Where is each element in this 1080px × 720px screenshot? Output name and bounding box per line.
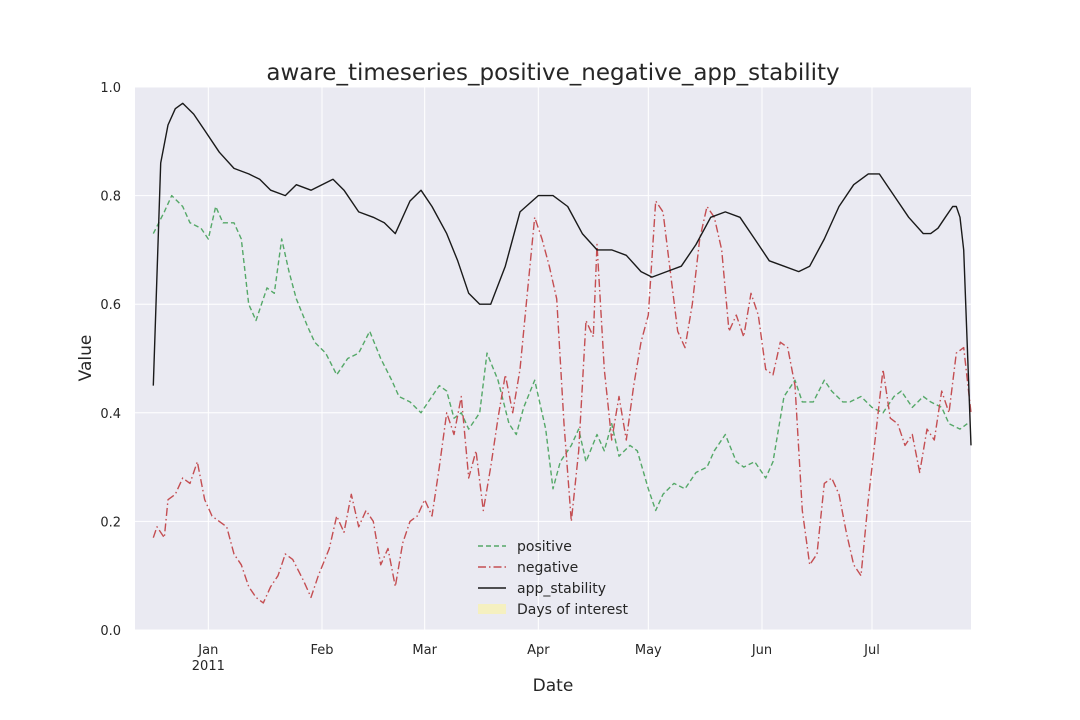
x-tick-label: Jan: [197, 643, 218, 658]
chart-title: aware_timeseries_positive_negative_app_s…: [266, 60, 839, 86]
series-line-negative: [152, 200, 972, 604]
x-axis-title: Date: [533, 676, 574, 696]
y-tick-label: 0.2: [100, 515, 121, 530]
x-tick-label: May: [635, 643, 662, 658]
series-line-app-stability: [152, 102, 972, 446]
legend-label-app-stability: app_stability: [517, 581, 606, 597]
plot-background: [135, 87, 971, 630]
legend-label-negative: negative: [517, 560, 578, 576]
y-axis: 0.0 0.2 0.4 0.6 0.8 1.0: [100, 81, 121, 639]
y-tick-label: 0.0: [100, 624, 121, 639]
y-axis-title: Value: [76, 335, 96, 382]
y-tick-label: 0.6: [100, 298, 121, 313]
legend: positive negative app_stability Days of int…: [478, 539, 629, 618]
y-tick-label: 0.4: [100, 407, 121, 422]
x-tick-label: Apr: [527, 643, 550, 658]
y-tick-label: 0.8: [100, 190, 121, 205]
series-line-positive: [152, 194, 968, 512]
legend-swatch-days-of-interest: [478, 604, 506, 614]
x-tick-label: Jul: [863, 643, 880, 658]
x-tick-sublabel: 2011: [192, 659, 225, 674]
x-tick-label: Mar: [412, 643, 437, 658]
y-tick-label: 1.0: [100, 81, 121, 96]
grid: [135, 86, 971, 631]
legend-label-positive: positive: [517, 539, 572, 555]
x-tick-label: Jun: [751, 643, 772, 658]
series-layer: [152, 102, 972, 604]
x-tick-label: Feb: [310, 643, 333, 658]
legend-label-days-of-interest: Days of interest: [517, 602, 629, 618]
